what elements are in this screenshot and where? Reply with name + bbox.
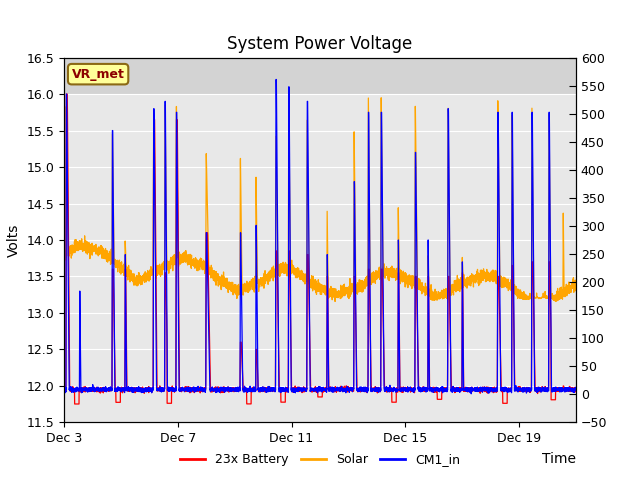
Title: System Power Voltage: System Power Voltage [227, 35, 413, 53]
Text: VR_met: VR_met [72, 68, 125, 81]
Text: Time: Time [542, 452, 576, 466]
Legend: 23x Battery, Solar, CM1_in: 23x Battery, Solar, CM1_in [175, 448, 465, 471]
Bar [64, 58, 576, 94]
Y-axis label: Volts: Volts [7, 223, 21, 257]
